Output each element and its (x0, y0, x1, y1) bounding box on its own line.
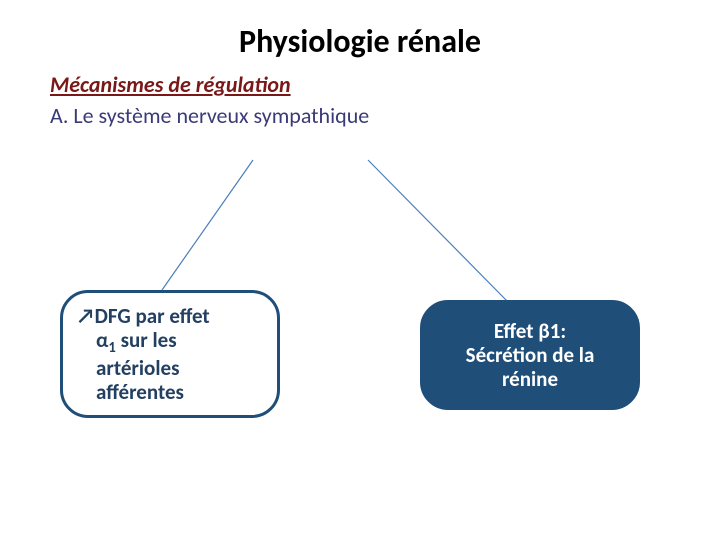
node-left-subscript: 1 (108, 338, 115, 356)
node-right: Effet β1: Sécrétion de la rénine (420, 300, 640, 410)
item-a: A. Le système nerveux sympathique (0, 102, 720, 129)
node-right-line3: rénine (502, 366, 558, 392)
node-right-line1: Effet β1: (494, 318, 566, 344)
node-left-line4: afférentes (96, 379, 184, 405)
node-left-text: ↗DFG par effet α1 sur les artérioles aff… (77, 304, 210, 405)
node-right-text: Effet β1: Sécrétion de la rénine (466, 319, 595, 391)
node-right-line2: Sécrétion de la (466, 342, 595, 368)
node-left: ↗DFG par effet α1 sur les artérioles aff… (60, 290, 280, 418)
connector-line (162, 160, 253, 290)
slide-subtitle: Mécanismes de régulation (0, 71, 720, 98)
node-left-line2-rest: sur les (116, 327, 177, 353)
connector-line (368, 160, 508, 302)
node-left-line1: DFG par effet (95, 303, 210, 329)
node-left-line3: artérioles (96, 355, 179, 381)
arrow-up-right-icon: ↗ (77, 303, 95, 329)
slide-title: Physiologie rénale (0, 0, 720, 61)
node-left-alpha: α (96, 327, 108, 353)
